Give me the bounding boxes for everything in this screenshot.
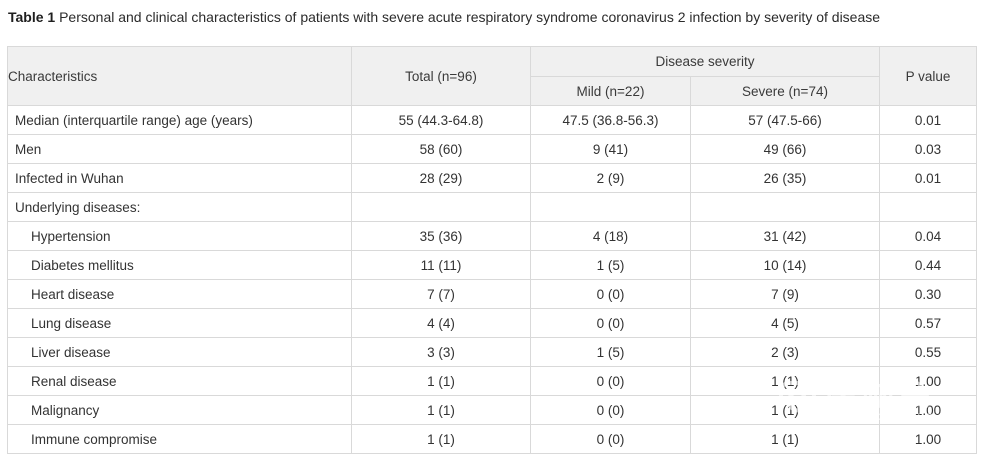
cell-mild: 0 (0) — [530, 366, 691, 396]
cell-p-value: 1.00 — [879, 424, 978, 454]
cell-mild: 1 (5) — [530, 250, 691, 280]
col-header-mild: Mild (n=22) — [530, 76, 691, 106]
cell-total: 3 (3) — [351, 337, 531, 367]
cell-characteristic: Immune compromise — [7, 424, 352, 454]
table-row: Men 58 (60) 9 (41) 49 (66) 0.03 — [7, 134, 978, 164]
cell-total: 7 (7) — [351, 279, 531, 309]
cell-mild: 4 (18) — [530, 221, 691, 251]
cell-characteristic: Underlying diseases: — [7, 192, 352, 222]
cell-total: 11 (11) — [351, 250, 531, 280]
col-header-disease-severity: Disease severity — [529, 46, 881, 77]
cell-total: 28 (29) — [351, 163, 531, 193]
cell-mild: 1 (5) — [530, 337, 691, 367]
cell-total: 58 (60) — [351, 134, 531, 164]
table-row: Diabetes mellitus 11 (11) 1 (5) 10 (14) 0.44 — [7, 250, 978, 280]
cell-total — [351, 192, 531, 222]
table-row: Infected in Wuhan 28 (29) 2 (9) 26 (35) 0.01 — [7, 163, 978, 193]
cell-severe — [689, 192, 881, 222]
cell-severe: 7 (9) — [689, 279, 881, 309]
cell-characteristic: Median (interquartile range) age (years) — [7, 105, 352, 135]
table-row: Median (interquartile range) age (years)… — [7, 105, 978, 135]
cell-characteristic: Liver disease — [7, 337, 352, 367]
cell-p-value: 1.00 — [879, 366, 978, 396]
cell-mild: 9 (41) — [530, 134, 691, 164]
cell-mild: 47.5 (36.8-56.3) — [530, 105, 691, 135]
cell-severe: 1 (1) — [689, 395, 881, 425]
table-row: Underlying diseases: — [7, 192, 978, 222]
cell-mild: 0 (0) — [530, 279, 691, 309]
cell-characteristic: Men — [7, 134, 352, 164]
cell-characteristic: Infected in Wuhan — [7, 163, 352, 193]
col-header-characteristics: Characteristics — [7, 46, 352, 106]
cell-mild — [530, 192, 691, 222]
col-header-total: Total (n=96) — [351, 46, 531, 106]
cell-characteristic: Malignancy — [7, 395, 352, 425]
cell-severe: 2 (3) — [689, 337, 881, 367]
cell-total: 55 (44.3-64.8) — [351, 105, 531, 135]
cell-mild: 0 (0) — [530, 308, 691, 338]
cell-p-value: 0.55 — [879, 337, 978, 367]
cell-p-value: 0.57 — [879, 308, 978, 338]
cell-mild: 0 (0) — [530, 424, 691, 454]
cell-mild: 2 (9) — [530, 163, 691, 193]
table-body: Median (interquartile range) age (years)… — [7, 105, 978, 454]
header-row-sub: Mild (n=22) Severe (n=74) — [8, 76, 977, 106]
table-caption-text: Personal and clinical characteristics of… — [59, 9, 881, 25]
cell-severe: 26 (35) — [689, 163, 881, 193]
cell-severe: 4 (5) — [689, 308, 881, 338]
cell-p-value: 1.00 — [879, 395, 978, 425]
cell-severe: 57 (47.5-66) — [689, 105, 881, 135]
characteristics-table: Characteristics Total (n=96) Disease sev… — [7, 46, 978, 454]
cell-severe: 1 (1) — [689, 424, 881, 454]
cell-p-value: 0.01 — [879, 163, 978, 193]
cell-p-value: 0.44 — [879, 250, 978, 280]
table-number-label: Table 1 — [8, 9, 60, 25]
table-row: Liver disease 3 (3) 1 (5) 2 (3) 0.55 — [7, 337, 978, 367]
cell-characteristic: Hypertension — [7, 221, 352, 251]
cell-severe: 1 (1) — [689, 366, 881, 396]
cell-total: 1 (1) — [351, 366, 531, 396]
cell-severe: 10 (14) — [689, 250, 881, 280]
cell-mild: 0 (0) — [530, 395, 691, 425]
cell-total: 1 (1) — [351, 424, 531, 454]
table-header: Characteristics Total (n=96) Disease sev… — [7, 46, 978, 106]
col-header-severe: Severe (n=74) — [689, 76, 881, 106]
table-caption: Table 1 Personal and clinical characteri… — [8, 9, 880, 26]
cell-severe: 49 (66) — [689, 134, 881, 164]
header-row-top: Characteristics Total (n=96) Disease sev… — [7, 46, 978, 106]
table-row: Malignancy 1 (1) 0 (0) 1 (1) 1.00 — [7, 395, 978, 425]
table-row: Heart disease 7 (7) 0 (0) 7 (9) 0.30 — [7, 279, 978, 309]
table-row: Immune compromise 1 (1) 0 (0) 1 (1) 1.00 — [7, 424, 978, 454]
cell-p-value: 0.01 — [879, 105, 978, 135]
table-row: Lung disease 4 (4) 0 (0) 4 (5) 0.57 — [7, 308, 978, 338]
cell-p-value: 0.30 — [879, 279, 978, 309]
cell-characteristic: Heart disease — [7, 279, 352, 309]
cell-severe: 31 (42) — [689, 221, 881, 251]
cell-characteristic: Diabetes mellitus — [7, 250, 352, 280]
col-header-p-value: P value — [879, 46, 978, 106]
table-row: Renal disease 1 (1) 0 (0) 1 (1) 1.00 — [7, 366, 978, 396]
cell-p-value — [879, 192, 978, 222]
table-row: Hypertension 35 (36) 4 (18) 31 (42) 0.04 — [7, 221, 978, 251]
cell-total: 4 (4) — [351, 308, 531, 338]
cell-total: 35 (36) — [351, 221, 531, 251]
cell-characteristic: Lung disease — [7, 308, 352, 338]
cell-p-value: 0.03 — [879, 134, 978, 164]
cell-p-value: 0.04 — [879, 221, 978, 251]
cell-characteristic: Renal disease — [7, 366, 352, 396]
cell-total: 1 (1) — [351, 395, 531, 425]
